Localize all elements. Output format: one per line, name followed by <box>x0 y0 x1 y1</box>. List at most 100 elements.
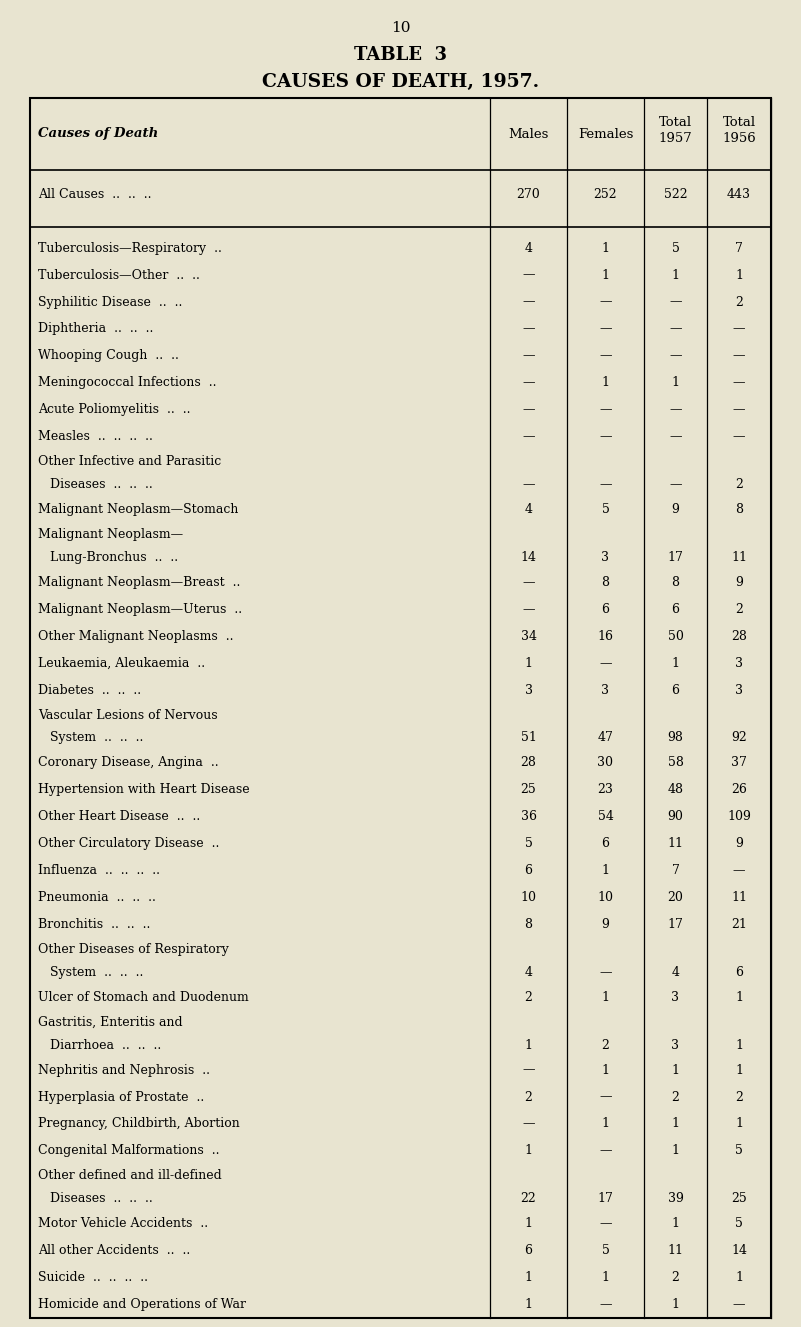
Text: 252: 252 <box>594 187 618 200</box>
Text: 1: 1 <box>671 1063 679 1076</box>
Text: 6: 6 <box>671 602 679 616</box>
Text: 22: 22 <box>521 1192 537 1205</box>
Text: 2: 2 <box>735 296 743 309</box>
Text: 1: 1 <box>525 1298 533 1311</box>
Text: Acute Poliomyelitis  ..  ..: Acute Poliomyelitis .. .. <box>38 403 191 417</box>
Text: —: — <box>599 478 612 491</box>
Text: Diphtheria  ..  ..  ..: Diphtheria .. .. .. <box>38 322 153 336</box>
Text: 109: 109 <box>727 811 751 823</box>
Text: 17: 17 <box>598 1192 614 1205</box>
Text: 9: 9 <box>671 503 679 516</box>
Text: System  ..  ..  ..: System .. .. .. <box>38 966 143 979</box>
Text: —: — <box>670 296 682 309</box>
Text: 92: 92 <box>731 731 747 744</box>
Text: 34: 34 <box>521 630 537 642</box>
Text: 17: 17 <box>667 918 683 932</box>
Text: 1: 1 <box>602 991 610 1003</box>
Text: Other Infective and Parasitic: Other Infective and Parasitic <box>38 455 221 468</box>
Text: Malignant Neoplasm—Stomach: Malignant Neoplasm—Stomach <box>38 503 239 516</box>
Text: —: — <box>599 1144 612 1157</box>
Text: 5: 5 <box>671 242 679 255</box>
Text: 2: 2 <box>671 1091 679 1104</box>
Text: —: — <box>733 430 745 443</box>
Text: 90: 90 <box>667 811 683 823</box>
Text: —: — <box>670 349 682 362</box>
Text: —: — <box>599 322 612 336</box>
Text: Influenza  ..  ..  ..  ..: Influenza .. .. .. .. <box>38 864 160 877</box>
Text: Tuberculosis—Respiratory  ..: Tuberculosis—Respiratory .. <box>38 242 222 255</box>
Text: 50: 50 <box>667 630 683 642</box>
Text: Other Malignant Neoplasms  ..: Other Malignant Neoplasms .. <box>38 630 234 642</box>
Text: 16: 16 <box>598 630 614 642</box>
Text: 10: 10 <box>391 21 410 35</box>
Text: Causes of Death: Causes of Death <box>38 127 159 141</box>
Text: 1: 1 <box>671 1144 679 1157</box>
Text: Meningococcal Infections  ..: Meningococcal Infections .. <box>38 377 216 389</box>
Text: Syphilitic Disease  ..  ..: Syphilitic Disease .. .. <box>38 296 183 309</box>
Text: —: — <box>599 966 612 979</box>
Text: 2: 2 <box>735 478 743 491</box>
Text: 3: 3 <box>735 683 743 697</box>
Text: 1: 1 <box>525 1144 533 1157</box>
Text: 1: 1 <box>735 991 743 1003</box>
Text: 10: 10 <box>521 892 537 904</box>
Text: TABLE  3: TABLE 3 <box>354 46 447 64</box>
Text: 5: 5 <box>735 1217 743 1230</box>
Text: Males: Males <box>509 127 549 141</box>
Text: 11: 11 <box>667 1245 683 1257</box>
Text: Other Diseases of Respiratory: Other Diseases of Respiratory <box>38 943 229 955</box>
Text: 3: 3 <box>602 683 610 697</box>
Text: 28: 28 <box>521 756 537 770</box>
Text: Pregnancy, Childbirth, Abortion: Pregnancy, Childbirth, Abortion <box>38 1117 239 1131</box>
Text: Coronary Disease, Angina  ..: Coronary Disease, Angina .. <box>38 756 219 770</box>
Text: 1: 1 <box>525 1271 533 1285</box>
Text: 1: 1 <box>735 1063 743 1076</box>
Text: Total
1957: Total 1957 <box>658 115 692 145</box>
Text: Hypertension with Heart Disease: Hypertension with Heart Disease <box>38 783 250 796</box>
Text: Bronchitis  ..  ..  ..: Bronchitis .. .. .. <box>38 918 151 932</box>
Text: Whooping Cough  ..  ..: Whooping Cough .. .. <box>38 349 179 362</box>
Text: 9: 9 <box>735 576 743 589</box>
Text: 2: 2 <box>671 1271 679 1285</box>
Text: 1: 1 <box>735 1039 743 1052</box>
Text: 6: 6 <box>671 683 679 697</box>
Text: —: — <box>599 1091 612 1104</box>
Text: Homicide and Operations of War: Homicide and Operations of War <box>38 1298 246 1311</box>
Text: —: — <box>599 349 612 362</box>
Text: —: — <box>522 478 535 491</box>
Text: —: — <box>522 349 535 362</box>
Text: 6: 6 <box>735 966 743 979</box>
Text: 9: 9 <box>735 837 743 851</box>
Text: 1: 1 <box>671 1217 679 1230</box>
Text: 25: 25 <box>731 1192 747 1205</box>
Text: —: — <box>522 403 535 417</box>
Text: 11: 11 <box>731 892 747 904</box>
Text: All other Accidents  ..  ..: All other Accidents .. .. <box>38 1245 191 1257</box>
Text: —: — <box>522 1117 535 1131</box>
Text: 8: 8 <box>735 503 743 516</box>
Text: 14: 14 <box>731 1245 747 1257</box>
Text: 1: 1 <box>671 1298 679 1311</box>
Text: —: — <box>599 430 612 443</box>
Text: 5: 5 <box>602 1245 610 1257</box>
Text: 7: 7 <box>735 242 743 255</box>
Text: Malignant Neoplasm—Uterus  ..: Malignant Neoplasm—Uterus .. <box>38 602 242 616</box>
Text: Malignant Neoplasm—: Malignant Neoplasm— <box>38 528 183 541</box>
Text: Congenital Malformations  ..: Congenital Malformations .. <box>38 1144 219 1157</box>
Text: 58: 58 <box>667 756 683 770</box>
Text: —: — <box>733 377 745 389</box>
Text: 3: 3 <box>602 551 610 564</box>
Text: 36: 36 <box>521 811 537 823</box>
Text: 8: 8 <box>525 918 533 932</box>
Text: 2: 2 <box>525 991 533 1003</box>
Text: 3: 3 <box>671 991 679 1003</box>
Text: —: — <box>599 657 612 670</box>
Text: —: — <box>733 349 745 362</box>
Text: 1: 1 <box>671 1117 679 1131</box>
Text: 51: 51 <box>521 731 537 744</box>
Text: 2: 2 <box>735 1091 743 1104</box>
Text: —: — <box>733 322 745 336</box>
Text: 1: 1 <box>735 1117 743 1131</box>
Text: —: — <box>522 296 535 309</box>
Text: Ulcer of Stomach and Duodenum: Ulcer of Stomach and Duodenum <box>38 991 249 1003</box>
